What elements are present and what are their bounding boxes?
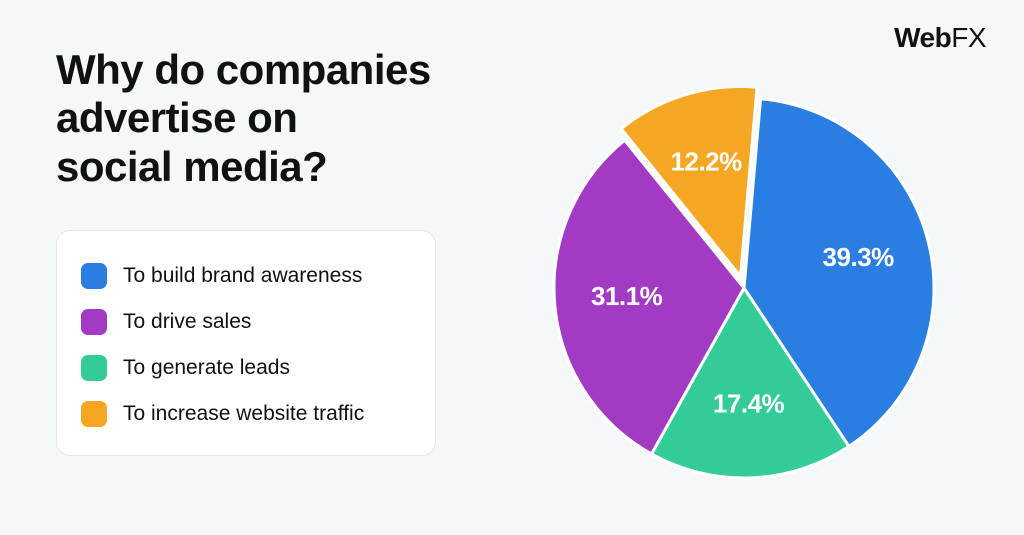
page-title: Why do companies advertise on social med… bbox=[56, 46, 431, 191]
legend: To build brand awareness To drive sales To… bbox=[56, 230, 436, 456]
slice-label: 31.1% bbox=[591, 281, 663, 311]
brand-suffix: FX bbox=[951, 22, 986, 53]
slice-label: 17.4% bbox=[713, 389, 785, 419]
legend-label: To build brand awareness bbox=[123, 264, 362, 288]
legend-swatch bbox=[81, 309, 107, 335]
legend-item: To increase website traffic bbox=[81, 391, 411, 437]
slice-label: 12.2% bbox=[671, 147, 743, 177]
legend-label: To drive sales bbox=[123, 310, 251, 334]
brand-logo: WebFX bbox=[894, 22, 986, 54]
legend-swatch bbox=[81, 355, 107, 381]
brand-name: Web bbox=[894, 22, 951, 53]
pie-svg: 39.3% 17.4% 31.1% 12.2% bbox=[544, 88, 944, 488]
legend-label: To increase website traffic bbox=[123, 402, 364, 426]
legend-swatch bbox=[81, 401, 107, 427]
slice-label: 39.3% bbox=[823, 242, 895, 272]
legend-item: To drive sales bbox=[81, 299, 411, 345]
legend-label: To generate leads bbox=[123, 356, 290, 380]
legend-item: To generate leads bbox=[81, 345, 411, 391]
pie-chart: 39.3% 17.4% 31.1% 12.2% bbox=[544, 88, 944, 488]
legend-item: To build brand awareness bbox=[81, 253, 411, 299]
legend-swatch bbox=[81, 263, 107, 289]
